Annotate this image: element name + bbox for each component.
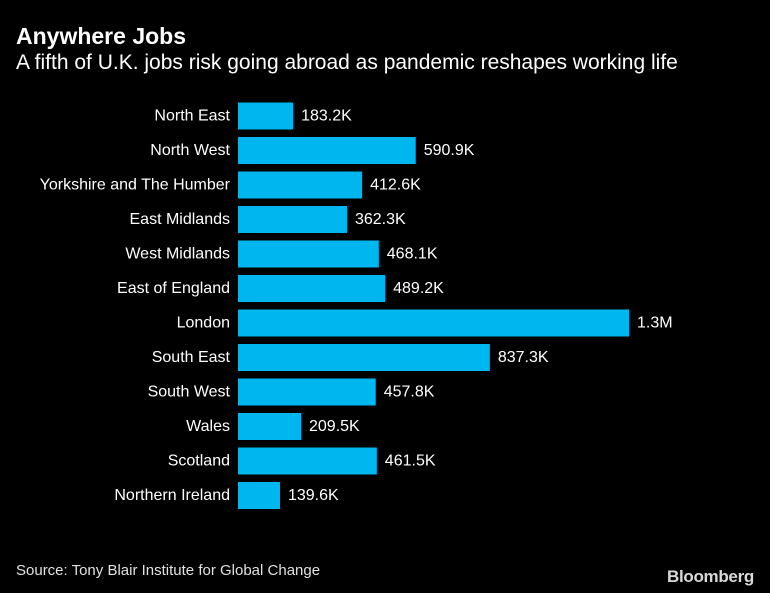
bar-northern-ireland bbox=[238, 482, 280, 509]
source-note: Source: Tony Blair Institute for Global … bbox=[16, 562, 321, 579]
category-label-north-west: North West bbox=[150, 142, 230, 159]
value-label-wales: 209.5K bbox=[309, 418, 360, 435]
category-label-south-west: South West bbox=[148, 384, 231, 401]
value-label-north-east: 183.2K bbox=[301, 108, 352, 125]
category-label-west-midlands: West Midlands bbox=[125, 246, 230, 263]
category-label-northern-ireland: Northern Ireland bbox=[114, 487, 230, 504]
bar-east-midlands bbox=[238, 206, 347, 233]
bar-yorkshire-and-the-humber bbox=[238, 171, 363, 199]
value-label-north-west: 590.9K bbox=[424, 142, 475, 159]
bar-south-west bbox=[238, 378, 376, 406]
bar-north-west bbox=[238, 137, 416, 164]
category-label-east-of-england: East of England bbox=[117, 280, 230, 297]
category-label-yorkshire-and-the-humber: Yorkshire and The Humber bbox=[40, 177, 231, 194]
bar-north-east bbox=[238, 102, 294, 130]
value-label-south-east: 837.3K bbox=[498, 349, 549, 366]
value-label-northern-ireland: 139.6K bbox=[288, 487, 339, 504]
value-label-london: 1.3M bbox=[637, 315, 673, 332]
bar-east-of-england bbox=[238, 275, 386, 302]
bar-wales bbox=[238, 413, 302, 440]
category-label-north-east: North East bbox=[154, 108, 230, 125]
value-label-west-midlands: 468.1K bbox=[387, 246, 438, 263]
value-label-yorkshire-and-the-humber: 412.6K bbox=[370, 177, 421, 194]
bar-scotland bbox=[238, 447, 377, 475]
category-label-scotland: Scotland bbox=[168, 453, 230, 470]
chart-title: Anywhere Jobs bbox=[16, 23, 186, 49]
bar-south-east bbox=[238, 344, 490, 371]
value-label-east-midlands: 362.3K bbox=[355, 211, 406, 228]
bloomberg-logo: Bloomberg bbox=[666, 567, 754, 586]
category-label-east-midlands: East Midlands bbox=[130, 211, 231, 228]
category-label-wales: Wales bbox=[186, 418, 230, 435]
value-label-east-of-england: 489.2K bbox=[393, 280, 444, 297]
category-label-london: London bbox=[177, 315, 230, 332]
bar-west-midlands bbox=[238, 240, 379, 268]
chart-subtitle: A fifth of U.K. jobs risk going abroad a… bbox=[16, 51, 678, 74]
value-label-south-west: 457.8K bbox=[384, 384, 435, 401]
value-label-scotland: 461.5K bbox=[385, 453, 436, 470]
category-label-south-east: South East bbox=[152, 349, 231, 366]
bar-london bbox=[238, 309, 629, 337]
